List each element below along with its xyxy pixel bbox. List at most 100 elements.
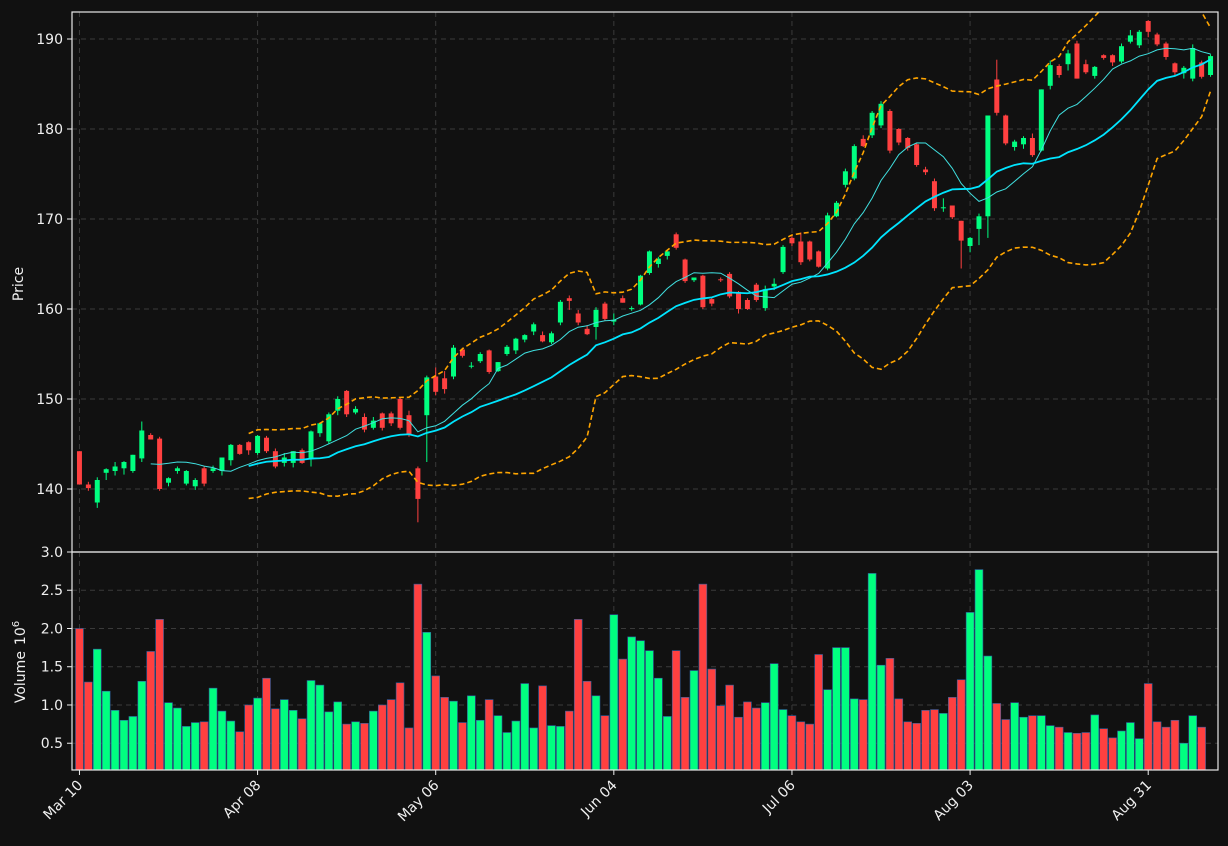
candle-body <box>709 299 715 304</box>
candle-body <box>718 279 724 281</box>
candle-body <box>789 237 795 244</box>
candle-body <box>878 103 884 126</box>
volume-bar <box>1099 728 1108 771</box>
volume-bar <box>369 710 378 771</box>
candle-body <box>433 376 439 392</box>
candle-body <box>762 289 768 309</box>
volume-bar <box>983 655 993 771</box>
volume-bar <box>689 670 699 771</box>
candle-body <box>94 480 100 503</box>
volume-bar <box>288 710 298 771</box>
candle-body <box>905 138 911 148</box>
candle-body <box>744 300 750 309</box>
volume-bar <box>137 680 147 771</box>
price-tick-label: 160 <box>36 302 63 318</box>
volume-bar <box>814 654 823 771</box>
volume-bar <box>1019 716 1028 771</box>
candle-body <box>335 399 341 411</box>
volume-bar <box>84 681 93 771</box>
volume-bar <box>618 658 627 771</box>
volume-bar <box>208 687 218 771</box>
volume-bar <box>743 701 752 771</box>
volume-bar <box>1197 726 1206 771</box>
volume-bar <box>315 684 325 771</box>
candle-body <box>985 115 991 217</box>
volume-bar <box>110 710 120 771</box>
candle-body <box>780 246 786 273</box>
volume-bar <box>858 699 868 771</box>
candle-body <box>1101 55 1107 58</box>
candle-body <box>424 377 430 416</box>
volume-tick-label: 2.5 <box>41 583 63 599</box>
volume-bar <box>1001 719 1010 771</box>
candle-body <box>575 313 581 323</box>
volume-bar <box>787 715 797 771</box>
volume-tick-label: 3.0 <box>41 545 63 561</box>
candle-body <box>495 362 501 372</box>
volume-tick-label: 2.0 <box>41 621 63 637</box>
candle-body <box>1208 56 1214 75</box>
volume-bar <box>1188 715 1197 771</box>
volume-bar <box>538 685 547 771</box>
volume-bar <box>1028 715 1037 771</box>
candle-body <box>860 138 866 147</box>
candle-body <box>1127 35 1133 42</box>
volume-bar <box>190 722 200 771</box>
volume-bar <box>885 658 895 771</box>
candle-body <box>76 451 82 485</box>
volume-bar <box>271 708 280 771</box>
volume-bar <box>565 710 574 771</box>
candle-body <box>620 298 626 303</box>
volume-bar <box>850 698 859 771</box>
candle-body <box>638 275 644 305</box>
candle-body <box>344 390 350 415</box>
candle-body <box>486 350 492 372</box>
volume-bar <box>796 721 806 771</box>
volume-bar <box>698 583 708 771</box>
candle-body <box>655 258 661 264</box>
bollinger-upper-line <box>248 12 1212 435</box>
volume-bar <box>1126 722 1135 771</box>
volume-bar <box>805 723 815 771</box>
candle-body <box>1092 66 1098 76</box>
volume-bar <box>235 731 245 771</box>
volume-bar <box>93 648 102 771</box>
candle-body <box>673 234 679 248</box>
volume-bar <box>475 719 485 771</box>
volume-bar <box>413 583 423 771</box>
candle-body <box>183 471 189 484</box>
candle-body <box>691 277 697 281</box>
candle-body <box>1118 46 1124 62</box>
price-panel: 140 150 160 170 180 190 <box>36 11 1219 553</box>
volume-bar <box>1143 683 1153 771</box>
volume-bar <box>1063 732 1073 771</box>
volume-bar <box>164 702 173 771</box>
candle-body <box>816 251 822 267</box>
candle-body <box>192 480 198 487</box>
candle-body <box>682 259 688 282</box>
volume-bar <box>253 697 262 771</box>
volume-bar <box>609 614 619 771</box>
volume-bar <box>921 710 930 771</box>
candle-body <box>290 451 296 463</box>
volume-bar <box>752 707 761 771</box>
volume-bar <box>422 632 432 771</box>
candle-body <box>237 444 243 454</box>
volume-bar <box>547 725 556 771</box>
candle-body <box>299 450 305 463</box>
volume-bar <box>1161 726 1171 771</box>
volume-bar <box>306 680 316 771</box>
volume-bar <box>778 709 788 771</box>
price-tick-label: 190 <box>36 32 63 48</box>
volume-bar <box>244 704 253 771</box>
volume-bar <box>841 647 850 771</box>
volume-bar <box>725 684 734 771</box>
volume-bar <box>458 722 467 771</box>
volume-bar <box>128 716 138 771</box>
price-axis-label: Price <box>11 267 27 301</box>
volume-bar <box>1037 715 1046 771</box>
volume-bar <box>1152 721 1162 771</box>
candle-body <box>807 241 813 260</box>
